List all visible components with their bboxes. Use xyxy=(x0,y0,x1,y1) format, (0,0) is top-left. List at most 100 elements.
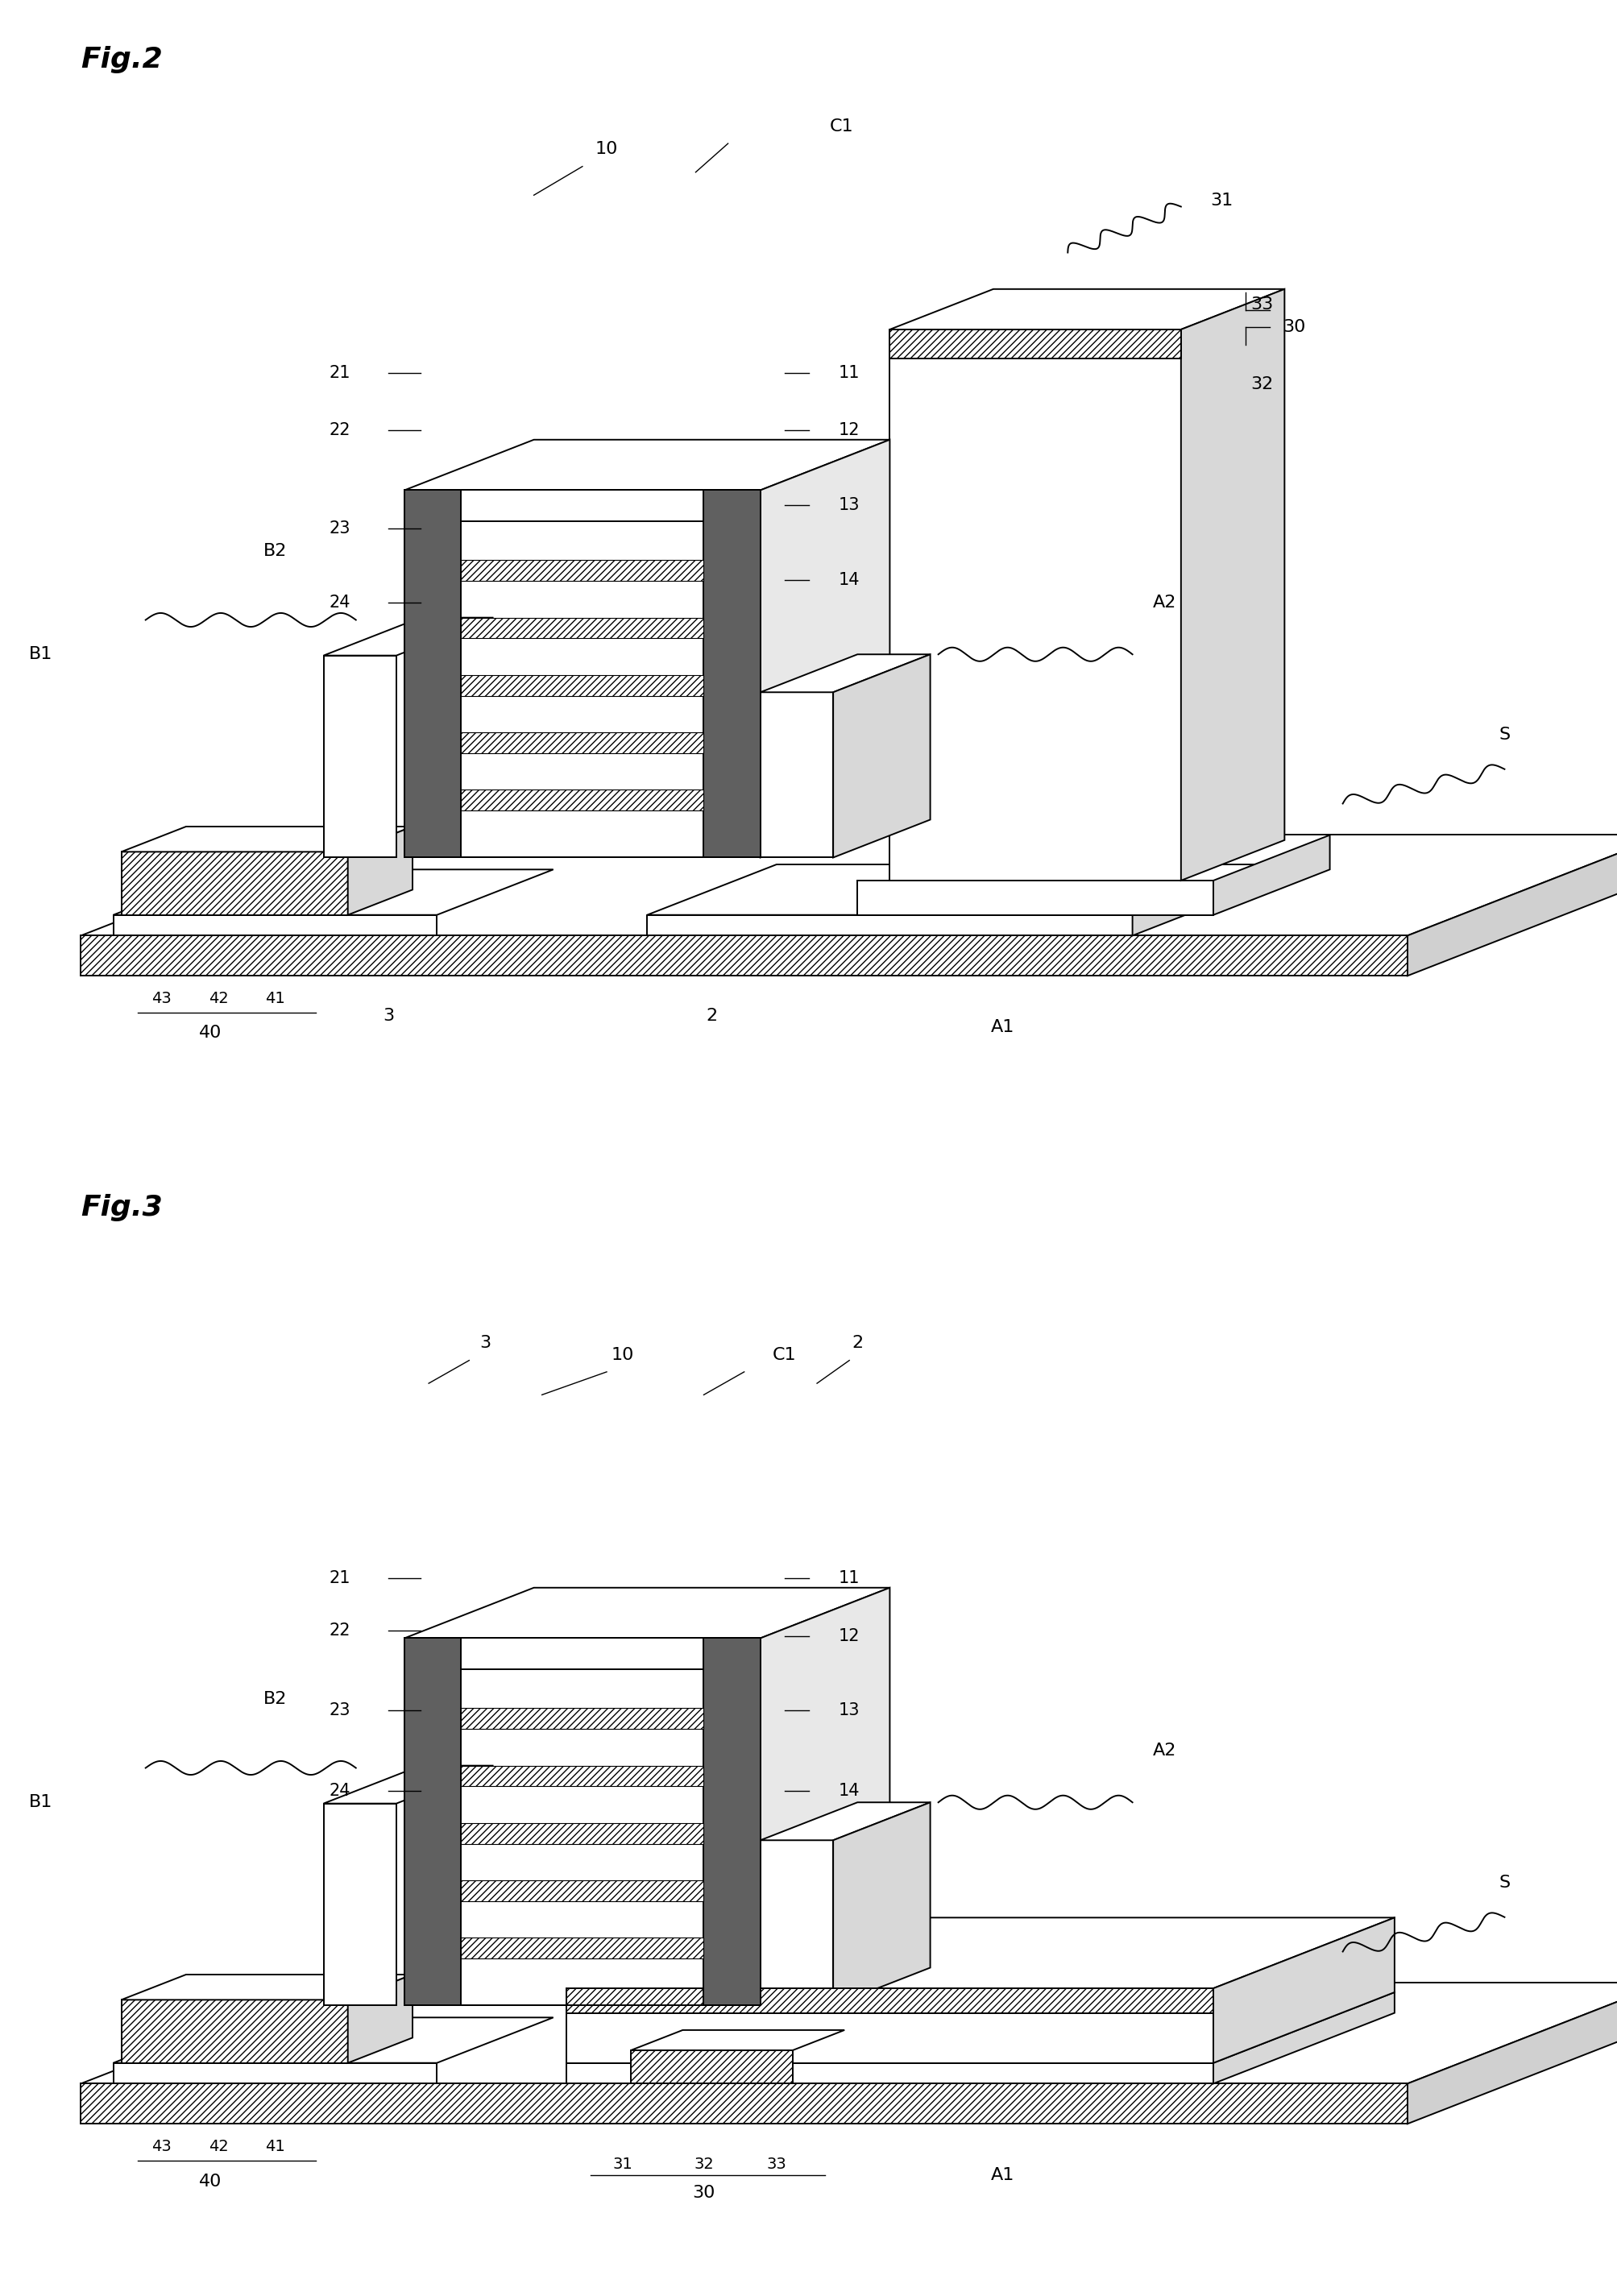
Text: B1: B1 xyxy=(29,645,52,664)
Polygon shape xyxy=(461,491,703,521)
Polygon shape xyxy=(647,914,1132,937)
Polygon shape xyxy=(323,657,396,859)
Text: A2: A2 xyxy=(1153,1743,1176,1759)
Text: 11: 11 xyxy=(838,1570,860,1587)
Text: 10: 10 xyxy=(611,1345,634,1364)
Polygon shape xyxy=(566,1988,1213,2014)
Polygon shape xyxy=(461,732,703,753)
Polygon shape xyxy=(461,1880,703,1901)
Polygon shape xyxy=(461,1639,703,1669)
Polygon shape xyxy=(760,441,889,859)
Text: 42: 42 xyxy=(209,2140,228,2154)
Text: B1: B1 xyxy=(29,1793,52,1812)
Polygon shape xyxy=(1180,289,1284,882)
Polygon shape xyxy=(121,827,412,852)
Polygon shape xyxy=(404,1589,889,1639)
Polygon shape xyxy=(113,2062,437,2085)
Text: 30: 30 xyxy=(1282,319,1305,335)
Text: Fig.2: Fig.2 xyxy=(81,46,163,73)
Polygon shape xyxy=(121,2000,348,2062)
Text: 14: 14 xyxy=(838,1782,860,1800)
Polygon shape xyxy=(760,654,930,693)
Polygon shape xyxy=(566,1917,1394,1988)
Polygon shape xyxy=(404,1639,461,2007)
Text: S: S xyxy=(1497,1874,1510,1892)
Text: 2: 2 xyxy=(851,1334,863,1352)
Polygon shape xyxy=(348,1975,412,2062)
Polygon shape xyxy=(461,675,703,696)
Polygon shape xyxy=(461,1708,703,1729)
Text: 3: 3 xyxy=(382,1008,395,1024)
Polygon shape xyxy=(404,441,889,491)
Polygon shape xyxy=(113,870,553,914)
Text: 21: 21 xyxy=(328,365,351,381)
Text: 14: 14 xyxy=(838,572,860,588)
Polygon shape xyxy=(404,491,760,859)
Text: 41: 41 xyxy=(265,992,285,1006)
Polygon shape xyxy=(647,866,1261,914)
Polygon shape xyxy=(566,1988,1213,2062)
Text: 23: 23 xyxy=(328,519,351,537)
Text: 11: 11 xyxy=(838,365,860,381)
Polygon shape xyxy=(404,491,461,859)
Polygon shape xyxy=(121,852,348,914)
Text: 13: 13 xyxy=(838,496,860,514)
Text: 2: 2 xyxy=(705,1008,718,1024)
Text: 32: 32 xyxy=(1250,377,1273,393)
Polygon shape xyxy=(703,491,760,859)
Polygon shape xyxy=(833,1802,930,2007)
Polygon shape xyxy=(760,1589,889,2007)
Polygon shape xyxy=(461,560,703,581)
Text: 10: 10 xyxy=(595,140,618,158)
Text: 43: 43 xyxy=(152,2140,171,2154)
Polygon shape xyxy=(113,914,437,937)
Polygon shape xyxy=(760,1802,930,1841)
Polygon shape xyxy=(566,2062,1213,2085)
Polygon shape xyxy=(631,2030,844,2050)
Text: 33: 33 xyxy=(766,2156,786,2172)
Text: 33: 33 xyxy=(1250,296,1273,312)
Text: 22: 22 xyxy=(328,422,351,439)
Text: 32: 32 xyxy=(694,2156,713,2172)
Text: C1: C1 xyxy=(830,117,852,135)
Text: 40: 40 xyxy=(199,2172,222,2190)
Text: 24: 24 xyxy=(328,595,351,611)
Polygon shape xyxy=(1132,866,1261,937)
Polygon shape xyxy=(81,937,1407,976)
Polygon shape xyxy=(1213,836,1329,914)
Polygon shape xyxy=(703,1639,760,2007)
Text: 31: 31 xyxy=(613,2156,632,2172)
Text: 22: 22 xyxy=(328,1621,351,1639)
Polygon shape xyxy=(857,882,1213,914)
Text: C1: C1 xyxy=(773,1345,796,1364)
Polygon shape xyxy=(833,654,930,859)
Text: 43: 43 xyxy=(152,992,171,1006)
Polygon shape xyxy=(113,2018,553,2062)
Text: Fig.3: Fig.3 xyxy=(81,1194,163,1221)
Polygon shape xyxy=(889,331,1180,358)
Polygon shape xyxy=(81,836,1617,937)
Polygon shape xyxy=(323,1766,493,1805)
Text: S: S xyxy=(1497,726,1510,744)
Polygon shape xyxy=(889,331,1180,882)
Text: 41: 41 xyxy=(265,2140,285,2154)
Polygon shape xyxy=(348,827,412,914)
Polygon shape xyxy=(461,790,703,810)
Polygon shape xyxy=(81,2085,1407,2124)
Text: 12: 12 xyxy=(838,1628,860,1644)
Text: 40: 40 xyxy=(199,1024,222,1042)
Polygon shape xyxy=(760,693,833,859)
Polygon shape xyxy=(1407,836,1617,976)
Text: 21: 21 xyxy=(328,1570,351,1587)
Text: 3: 3 xyxy=(479,1334,492,1352)
Text: 23: 23 xyxy=(328,1701,351,1720)
Polygon shape xyxy=(566,1993,1394,2062)
Polygon shape xyxy=(121,1975,412,2000)
Polygon shape xyxy=(1213,1917,1394,2062)
Text: B2: B2 xyxy=(264,1690,286,1708)
Text: A2: A2 xyxy=(1153,595,1176,611)
Polygon shape xyxy=(461,1766,703,1786)
Text: 13: 13 xyxy=(838,1701,860,1720)
Polygon shape xyxy=(1213,1993,1394,2085)
Text: 30: 30 xyxy=(692,2183,715,2202)
